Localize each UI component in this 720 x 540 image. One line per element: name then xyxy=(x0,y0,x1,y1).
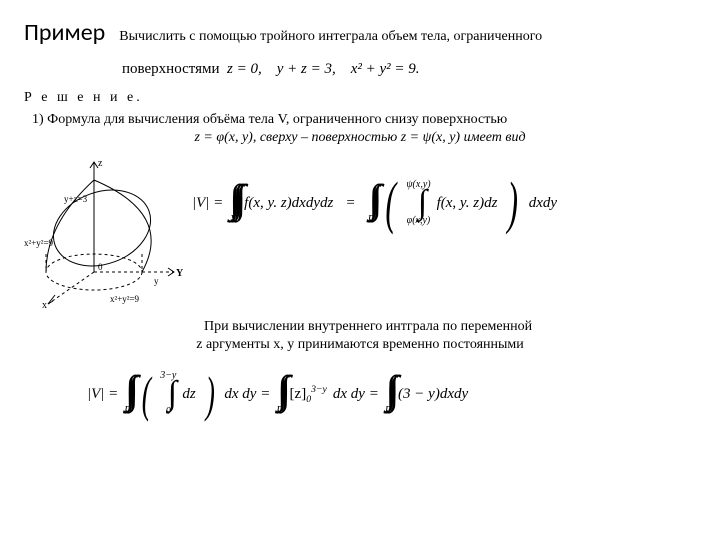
fig-x-label: x xyxy=(42,300,47,309)
integrand-1: f(x, y. z)dxdydz xyxy=(244,195,333,212)
geometry-figure: z y+z=3 x²+y²=9 0 y Y x²+y²=9 x xyxy=(24,154,189,309)
solution-heading: Р е ш е н и е. xyxy=(24,90,696,106)
dbl-int-2: ∫∫ D xyxy=(276,373,283,416)
eq-lhs: |V| = xyxy=(192,195,223,212)
region-d-3: D xyxy=(385,406,392,416)
equals-1: = xyxy=(346,195,354,212)
double-integral: ∫∫ D xyxy=(368,182,375,225)
fig-cyl-label: x²+y²=9 xyxy=(24,238,54,248)
surfaces-equation: z = 0, y + z = 3, x² + y² = 9. xyxy=(227,61,420,77)
eq2-lhs: |V| = xyxy=(87,386,118,403)
paren-left: ( xyxy=(385,181,396,225)
fig-ycap-label: Y xyxy=(176,268,184,279)
problem-text: Вычислить с помощью тройного интеграла о… xyxy=(119,29,542,45)
region-d-1: D xyxy=(124,406,131,416)
dbl-int-1: ∫∫ D xyxy=(124,373,131,416)
tail-dxdy: dxdy xyxy=(529,195,557,212)
region-v: V xyxy=(229,215,238,225)
dxdy-2: dx dy = xyxy=(333,386,379,403)
paren-l-2: ( xyxy=(141,374,150,414)
note-line-b: z аргументы x, y принимаются временно по… xyxy=(24,337,696,353)
main-equation: |V| = ∫∫∫ V f(x, y. z)dxdydz = ∫∫ D ( ψ(… xyxy=(189,180,696,226)
region-d: D xyxy=(368,215,375,225)
single-int-1: 3−y ∫ 0 xyxy=(160,371,176,417)
fig-origin-label: 0 xyxy=(98,262,103,272)
paren-right: ) xyxy=(508,181,519,225)
triple-integral: ∫∫∫ V xyxy=(229,182,238,225)
note-line-a: При вычислении внутреннего интграла по п… xyxy=(204,319,696,335)
region-d-2: D xyxy=(276,406,283,416)
step1-line-b: z = φ(x, y), сверху – поверхностью z = ψ… xyxy=(24,130,696,146)
paren-r-2: ) xyxy=(205,374,214,414)
bracket-z: [z]03−y xyxy=(290,384,327,405)
dxdy-1: dx dy = xyxy=(224,386,270,403)
dz: dz xyxy=(182,386,195,403)
example-title: Пример xyxy=(24,18,105,47)
final-equation: |V| = ∫∫ D ( 3−y ∫ 0 dz ) dx dy = ∫∫ D [… xyxy=(84,371,696,417)
limit-phi: φ(x,y) xyxy=(406,216,430,226)
fig-y-label: y xyxy=(154,276,159,286)
final-integrand: (3 − y)dxdy xyxy=(398,386,468,403)
fig-z-label: z xyxy=(98,158,103,169)
step1-line-a: 1) Формула для вычисления объёма тела V,… xyxy=(32,112,696,128)
surfaces-label: поверхностями xyxy=(122,61,220,77)
fig-cyl2-label: x²+y²=9 xyxy=(110,294,140,304)
inner-integral: ψ(x,y) ∫ φ(x,y) xyxy=(406,180,430,226)
surfaces-line: поверхностями z = 0, y + z = 3, x² + y² … xyxy=(122,61,696,78)
dbl-int-3: ∫∫ D xyxy=(385,373,392,416)
fig-plane-label: y+z=3 xyxy=(64,194,88,204)
lim-bot-1: 0 xyxy=(160,407,176,417)
integrand-2: f(x, y. z)dz xyxy=(437,195,498,212)
